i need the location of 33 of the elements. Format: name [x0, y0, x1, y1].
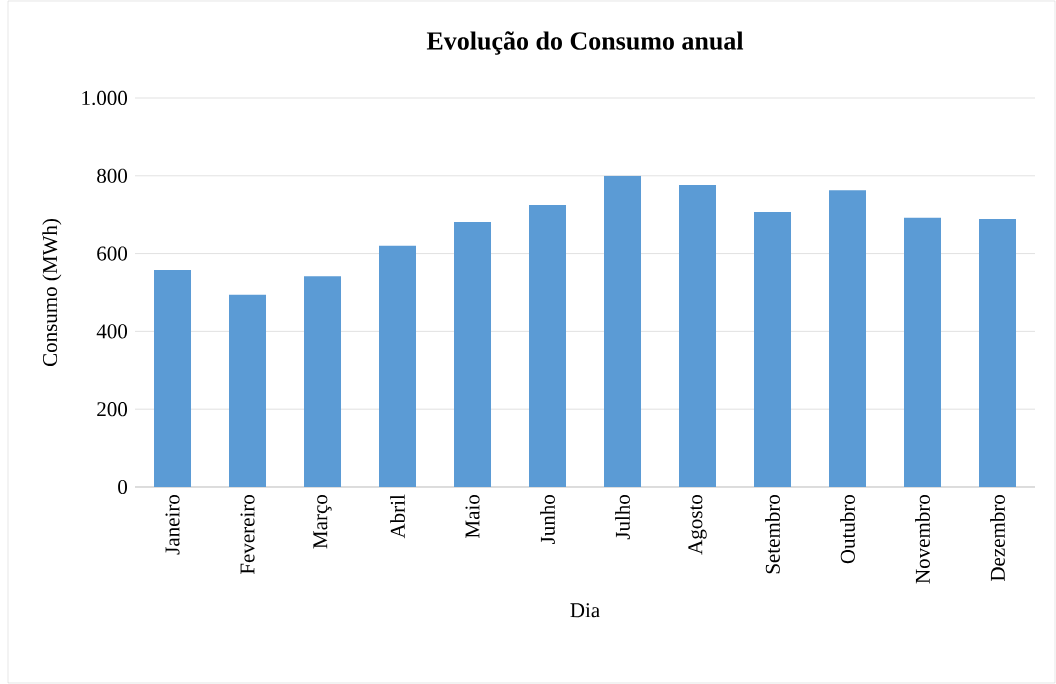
- x-tick-label: Dezembro: [990, 494, 1005, 582]
- bar: [829, 190, 867, 487]
- x-tick-label: Outubro: [840, 494, 855, 564]
- y-tick-label: 600: [97, 246, 128, 261]
- y-tick-label: 800: [97, 168, 128, 183]
- x-tick-label: Julho: [615, 494, 630, 540]
- bar: [904, 217, 942, 487]
- bar: [154, 269, 192, 487]
- chart-title: Evolução do Consumo anual: [426, 31, 744, 55]
- x-tick-label: Novembro: [915, 494, 930, 584]
- bar: [604, 175, 642, 487]
- x-tick-label: Janeiro: [165, 494, 180, 555]
- x-tick-label: Abril: [390, 494, 405, 539]
- x-tick-label: Fevereiro: [240, 494, 255, 575]
- y-axis-title: Consumo (MWh): [42, 219, 62, 366]
- y-tick-label: 0: [118, 479, 128, 495]
- x-tick-label: Agosto: [688, 494, 707, 555]
- x-tick-label: Maio: [465, 494, 480, 538]
- y-tick-label: 1.000: [82, 90, 128, 106]
- x-tick-label: Junho: [540, 494, 555, 544]
- bar: [454, 222, 492, 487]
- bar: [379, 245, 417, 487]
- x-tick-label: Março: [313, 494, 332, 549]
- y-tick-label: 400: [96, 324, 128, 339]
- bar: [529, 204, 567, 487]
- bar: [679, 185, 717, 487]
- bar: [979, 218, 1017, 487]
- bar: [229, 294, 267, 487]
- x-tick-label: Setembro: [765, 494, 780, 574]
- x-axis-title: Dia: [570, 603, 600, 618]
- y-tick-label: 200: [97, 402, 128, 417]
- bar: [304, 276, 342, 487]
- bar: [754, 211, 792, 487]
